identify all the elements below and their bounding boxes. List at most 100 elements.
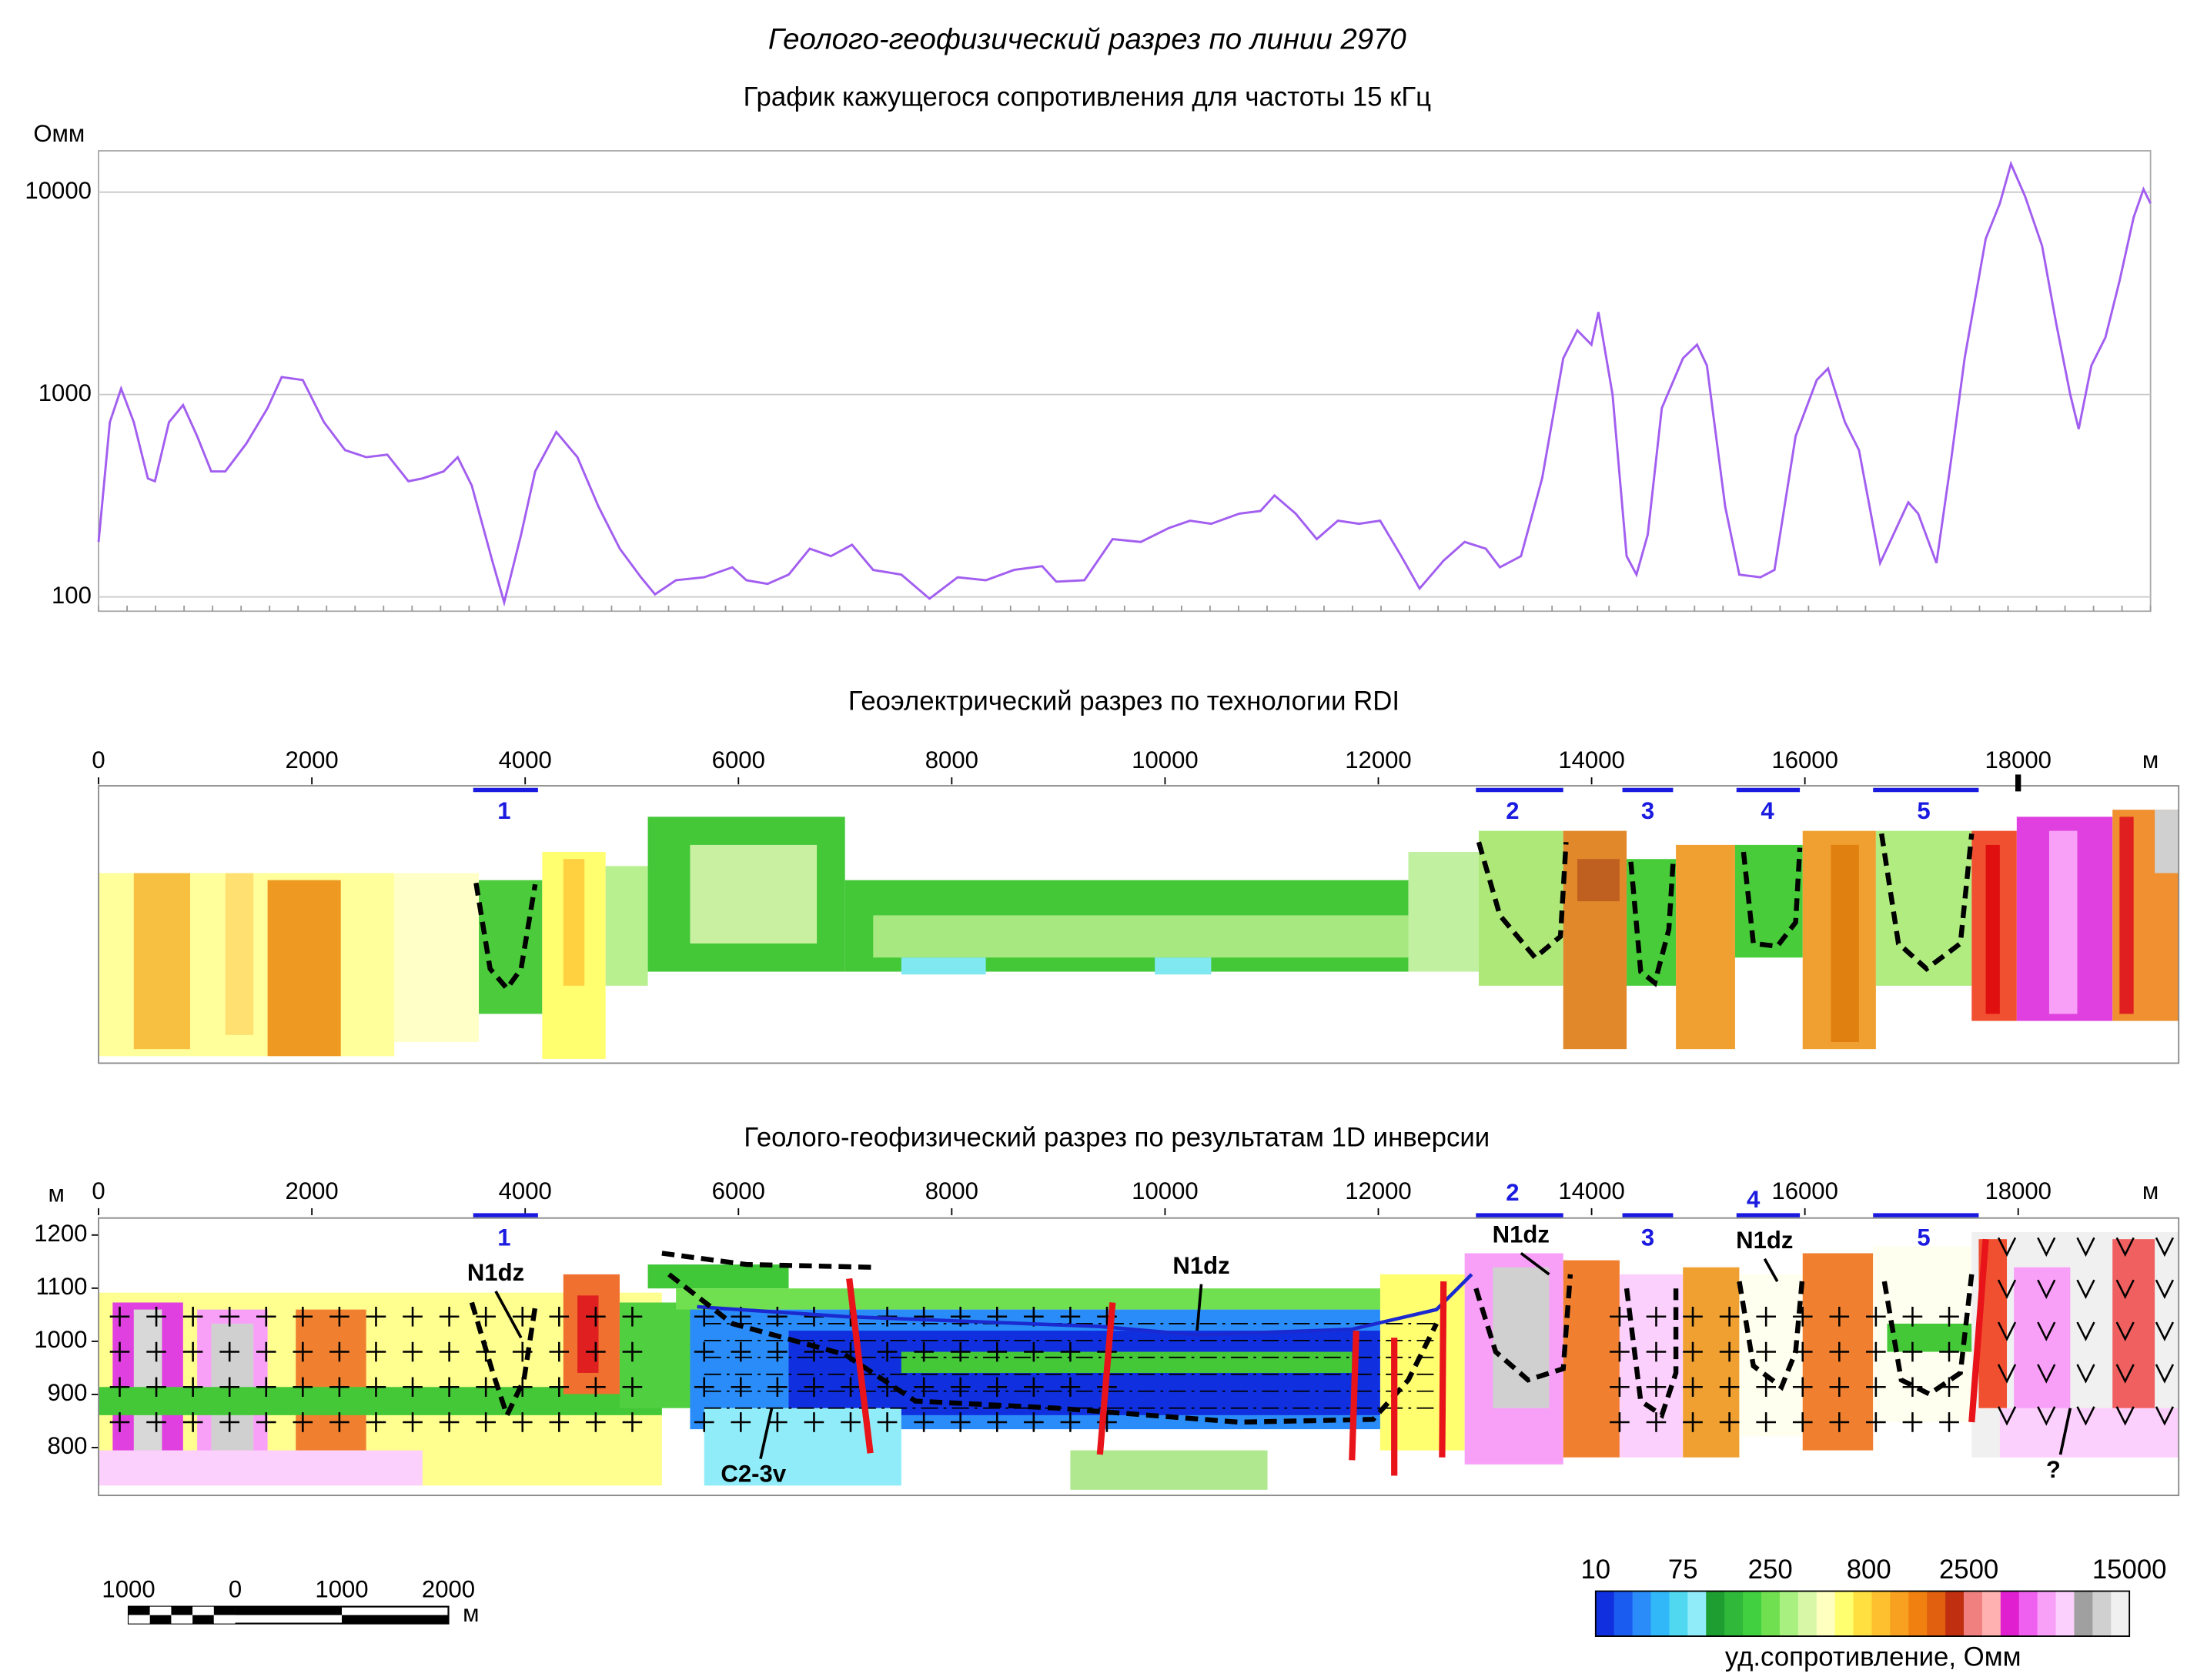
scale-bar-cell: [235, 1606, 343, 1615]
colorbar-swatch: [1613, 1591, 1634, 1637]
y-tick-label: 900: [48, 1379, 88, 1406]
section-cell: [2014, 1267, 2071, 1422]
scale-tick-label: 2000: [422, 1576, 475, 1603]
zone-outline: [473, 882, 538, 993]
colorbar-swatch: [2018, 1591, 2038, 1637]
scale-bar-cell: [171, 1615, 193, 1624]
section-cell: [394, 873, 480, 1043]
colorbar-swatch: [1871, 1591, 1891, 1637]
y-tick-label: 800: [48, 1432, 88, 1459]
annotation: N1dz: [1493, 1221, 1550, 1248]
annotation-pointer: [1520, 1251, 1550, 1276]
section-cell: [1408, 852, 1479, 972]
colorbar-swatch: [1945, 1591, 1965, 1637]
section-cell: [133, 873, 190, 1050]
zone-outline: [1628, 861, 1676, 987]
section-cell: [1563, 1260, 1620, 1458]
section-cell: [676, 1288, 1451, 1310]
section-cell: [267, 880, 341, 1057]
section-cell: [1739, 1274, 1803, 1437]
x-tick-label: 10000: [1132, 746, 1198, 773]
section-cell: [99, 1450, 423, 1486]
x-axis-unit: м: [2142, 1177, 2159, 1204]
scale-tick-label: 1000: [102, 1576, 155, 1603]
section-cell: [1831, 844, 1859, 1043]
section-cell: [1619, 1274, 1684, 1458]
scale-bar-cell: [129, 1606, 150, 1615]
section-cell: [901, 957, 986, 975]
zone-outline: [1879, 833, 1975, 973]
x-tick-label: 4000: [499, 1177, 552, 1204]
chart-title: Геоэлектрический разрез по технологии RD…: [848, 686, 1399, 716]
zone-label: 3: [1641, 1224, 1654, 1251]
zone-label: 2: [1506, 1179, 1519, 1206]
zone-outline: [469, 1301, 538, 1422]
section-cell: [605, 866, 648, 986]
scale-bar-cell: [342, 1615, 449, 1624]
x-tick-label: 6000: [712, 1177, 765, 1204]
colorbar-swatch: [1797, 1591, 1817, 1637]
colorbar-swatch: [1650, 1591, 1670, 1637]
scale-bar-cell: [129, 1615, 150, 1624]
colorbar-swatch: [1761, 1591, 1781, 1637]
section-cell: [1493, 1267, 1550, 1408]
colorbar-swatch: [1669, 1591, 1688, 1637]
fault: [1349, 1330, 1359, 1461]
zone-label: 3: [1641, 797, 1654, 824]
x-tick-label: 16000: [1771, 1177, 1838, 1204]
section-cell: [1683, 1267, 1740, 1458]
x-tick-label: 10000: [1132, 1177, 1198, 1204]
volcanic-symbols: [1997, 1237, 2175, 1426]
plot-frame: [98, 150, 2152, 613]
annotation: ?: [2046, 1456, 2061, 1483]
annotation-pointer: [1763, 1257, 1779, 1282]
boundary: [697, 1273, 1473, 1337]
x-tick-label: 6000: [712, 746, 765, 773]
colorbar-swatch: [1816, 1591, 1836, 1637]
colorbar-swatch: [1927, 1591, 1946, 1637]
section-cell: [1875, 830, 1972, 986]
fault: [1968, 1238, 1989, 1423]
fault: [846, 1278, 874, 1454]
panel-frame: [98, 785, 2180, 1064]
zone-label: 1: [497, 1224, 510, 1251]
section-cell: [563, 859, 585, 986]
section-cell: [873, 915, 1409, 958]
section-cell: [901, 1351, 1353, 1373]
x-tick-label: 12000: [1345, 1177, 1411, 1204]
colorbar-swatch: [2037, 1591, 2057, 1637]
zone-outline: [1624, 1288, 1679, 1419]
scale-tick-label: 1000: [315, 1576, 368, 1603]
section-cell: [1070, 1450, 1268, 1490]
rdi-section: [99, 810, 2179, 1059]
basement-symbols: [109, 1306, 1959, 1432]
colorbar-swatch: [1743, 1591, 1762, 1637]
colorbar-tick-label: 2500: [1939, 1555, 1998, 1585]
colorbar-swatch: [2111, 1591, 2130, 1637]
annotation-pointer: [494, 1290, 523, 1339]
section-cell: [1478, 830, 1563, 986]
annotation: N1dz: [467, 1259, 524, 1286]
fault: [1439, 1281, 1447, 1458]
colorbar-swatch: [2000, 1591, 2020, 1637]
scale-bar-cell: [192, 1615, 214, 1624]
y-tick-label: 1000: [38, 379, 92, 406]
x-tick-label: 0: [92, 746, 105, 773]
x-tick-label: 4000: [499, 746, 552, 773]
scale-bar-cell: [149, 1615, 172, 1624]
colorbar-swatch: [1779, 1591, 1799, 1637]
x-tick-label: 8000: [925, 1177, 978, 1204]
colorbar-swatch: [2092, 1591, 2112, 1637]
panel-frame: [98, 1217, 2180, 1497]
x-tick-label: 18000: [1985, 1177, 2051, 1204]
colorbar-swatch: [1981, 1591, 2001, 1637]
x-tick-label: 8000: [925, 746, 978, 773]
x-tick-label: 16000: [1771, 746, 1838, 773]
section-cell: [1985, 844, 2000, 1014]
colorbar-swatch: [1595, 1591, 1615, 1637]
x-tick-label: 14000: [1558, 1177, 1624, 1204]
annotation: N1dz: [1736, 1227, 1793, 1254]
colorbar-tick-label: 10: [1580, 1555, 1610, 1585]
section-cell: [1887, 1323, 1972, 1352]
colorbar-swatch: [1632, 1591, 1652, 1637]
